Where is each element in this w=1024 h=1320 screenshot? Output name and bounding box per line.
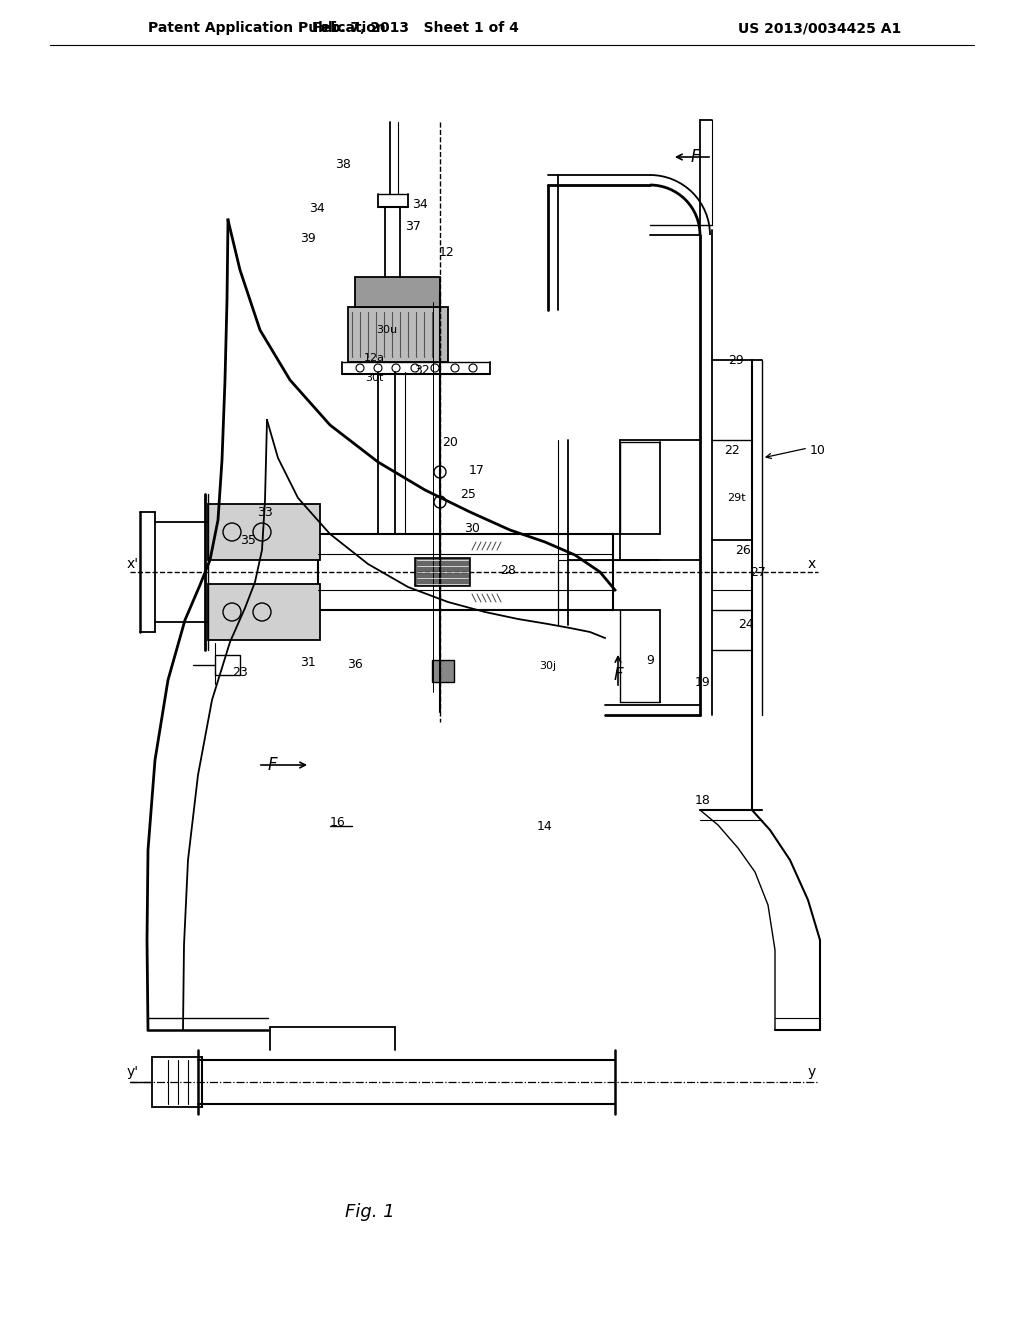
Bar xyxy=(208,504,319,560)
Text: Fig. 1: Fig. 1 xyxy=(345,1203,395,1221)
Text: 37: 37 xyxy=(406,220,421,234)
Text: 19: 19 xyxy=(695,676,711,689)
Bar xyxy=(415,558,470,586)
Text: F: F xyxy=(690,148,699,166)
Text: 35: 35 xyxy=(240,533,256,546)
Text: 28: 28 xyxy=(500,564,516,577)
Text: 32: 32 xyxy=(414,363,430,376)
Text: 34: 34 xyxy=(412,198,428,211)
Bar xyxy=(208,583,319,640)
Text: 26: 26 xyxy=(735,544,751,557)
Bar xyxy=(152,1057,202,1107)
Text: 29: 29 xyxy=(728,354,743,367)
Bar xyxy=(348,308,449,362)
Text: 31: 31 xyxy=(300,656,315,668)
Text: 20: 20 xyxy=(442,436,458,449)
Text: 30: 30 xyxy=(464,521,480,535)
Text: 9: 9 xyxy=(646,653,654,667)
Text: 16: 16 xyxy=(330,816,346,829)
Text: 23: 23 xyxy=(232,665,248,678)
Text: 22: 22 xyxy=(724,444,740,457)
Text: y: y xyxy=(808,1065,816,1078)
Text: 38: 38 xyxy=(335,158,351,172)
Text: y': y' xyxy=(127,1065,139,1078)
Text: 10: 10 xyxy=(810,444,826,457)
Text: 18: 18 xyxy=(695,793,711,807)
Text: 17: 17 xyxy=(469,463,485,477)
Text: 27: 27 xyxy=(750,565,766,578)
Bar xyxy=(355,277,440,308)
Text: 24: 24 xyxy=(738,618,754,631)
Bar xyxy=(432,660,454,682)
Text: 25: 25 xyxy=(460,487,476,500)
Text: Feb. 7, 2013   Sheet 1 of 4: Feb. 7, 2013 Sheet 1 of 4 xyxy=(311,21,518,36)
Text: 29t: 29t xyxy=(727,492,745,503)
Text: 12: 12 xyxy=(439,246,455,259)
Bar xyxy=(318,535,613,610)
Text: 36: 36 xyxy=(347,657,362,671)
Text: 33: 33 xyxy=(257,506,272,519)
Text: x: x xyxy=(808,557,816,572)
Text: 39: 39 xyxy=(300,231,315,244)
Text: F: F xyxy=(267,756,276,774)
Bar xyxy=(215,655,240,675)
Text: x': x' xyxy=(127,557,139,572)
Text: 14: 14 xyxy=(538,821,553,833)
Text: Patent Application Publication: Patent Application Publication xyxy=(148,21,386,36)
Text: US 2013/0034425 A1: US 2013/0034425 A1 xyxy=(738,21,901,36)
Text: 30u: 30u xyxy=(377,325,397,335)
Text: 30t: 30t xyxy=(365,374,383,383)
Text: 34: 34 xyxy=(309,202,325,214)
Text: 30j: 30j xyxy=(540,661,557,671)
Text: F: F xyxy=(613,667,623,684)
Text: 12a: 12a xyxy=(364,352,384,363)
